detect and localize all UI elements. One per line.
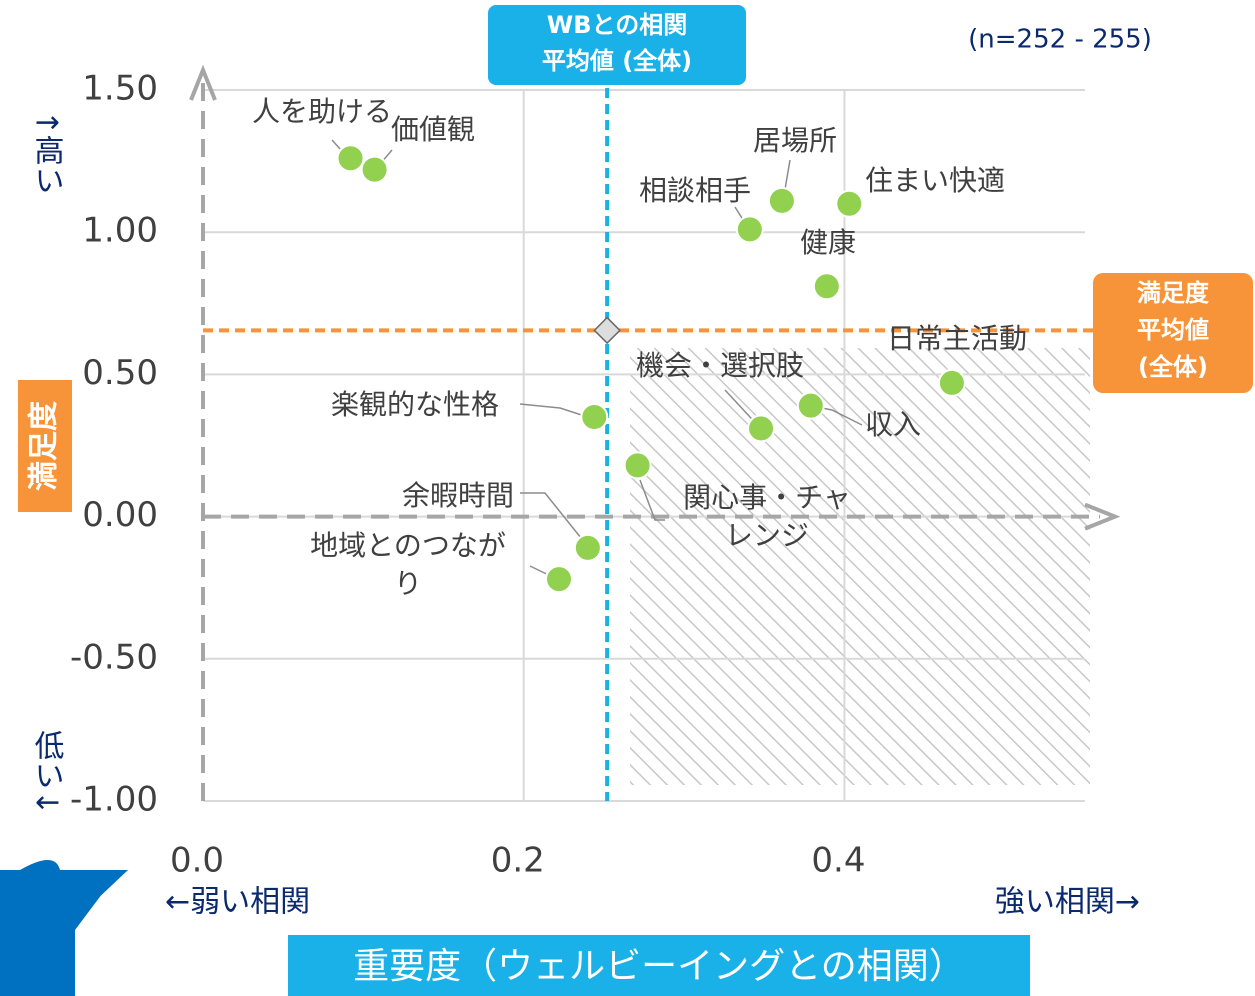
point-label: 余暇時間 <box>402 479 514 512</box>
point-label: 居場所 <box>753 124 837 157</box>
y-tick-label: 1.00 <box>82 211 158 251</box>
y-axis-label: 満足度 <box>27 401 62 491</box>
x-tick-label: 0.2 <box>491 841 545 881</box>
point <box>580 403 609 432</box>
point-label: 人を助ける <box>252 95 392 128</box>
point <box>360 155 389 184</box>
x-mean-box <box>488 5 746 85</box>
point-label: 価値観 <box>391 113 475 146</box>
y-tick-label: 0.00 <box>82 495 158 535</box>
point <box>937 368 966 397</box>
point-label: 健康 <box>800 226 856 259</box>
point <box>767 186 796 215</box>
sample-note: (n=252 - 255) <box>968 25 1152 55</box>
x-high-label: 強い相関→ <box>995 885 1140 920</box>
point <box>835 189 864 218</box>
point <box>545 565 574 594</box>
point <box>336 144 365 173</box>
point-label: 関心事・チャレンジ <box>683 481 851 552</box>
y-tick-label: -1.00 <box>70 780 158 820</box>
point <box>812 272 841 301</box>
point <box>735 215 764 244</box>
point-label: 地域とのつながり <box>310 529 506 600</box>
leader-line <box>520 492 590 549</box>
x-axis-label: 重要度（ウェルビーイングとの相関） <box>353 946 965 987</box>
point-label: 楽観的な性格 <box>331 388 499 421</box>
x-low-label: ←弱い相関 <box>165 885 310 920</box>
y-label-box <box>18 380 72 512</box>
point-label: 日常主活動 <box>887 322 1027 355</box>
y-high-label: ↑高い <box>29 110 64 195</box>
y-low-label: 低い↓ <box>29 730 65 815</box>
point <box>573 533 602 562</box>
point-label: 相談相手 <box>639 174 751 207</box>
y-tick-label: -0.50 <box>70 637 158 677</box>
mean-point <box>593 316 621 345</box>
point <box>623 451 652 480</box>
point-label: 機会・選択肢 <box>636 349 804 382</box>
y-mean-label: 満足度平均値(全体) <box>1137 279 1210 381</box>
point-label: 収入 <box>865 408 921 441</box>
y-tick-label: 1.50 <box>82 69 158 109</box>
x-mean-label: WBとの相関平均値 (全体) <box>542 11 692 75</box>
x-axis-arrow <box>1084 502 1121 531</box>
hatched-region <box>630 348 1090 785</box>
x-label-box <box>288 935 1030 996</box>
y-tick-label: 0.50 <box>82 353 158 393</box>
point <box>747 414 776 443</box>
leader-line <box>639 479 665 521</box>
x-tick-label: 0.0 <box>170 841 224 881</box>
y-axis-arrow <box>189 64 217 101</box>
x-tick-label: 0.4 <box>811 841 865 881</box>
point <box>796 391 825 420</box>
speech-bubble-tail <box>20 860 128 920</box>
point-label: 住まい快適 <box>865 164 1005 197</box>
y-mean-box <box>1093 273 1253 393</box>
